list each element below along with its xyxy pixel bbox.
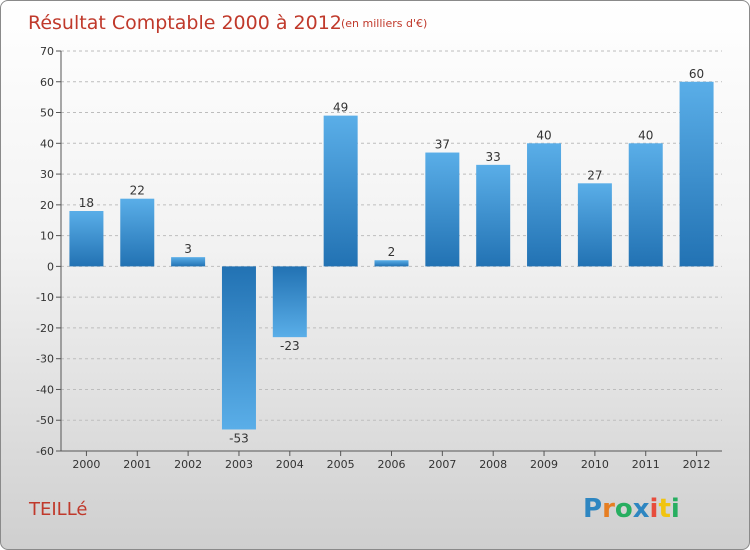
x-tick-label: 2001 bbox=[123, 458, 151, 471]
x-tick-label: 2009 bbox=[530, 458, 558, 471]
y-tick-label: 70 bbox=[40, 45, 54, 58]
data-label-2010: 27 bbox=[587, 168, 602, 182]
brand-letter: o bbox=[615, 494, 633, 524]
data-label-2007: 37 bbox=[435, 138, 450, 152]
bar-2010 bbox=[577, 183, 612, 267]
bar-2000 bbox=[69, 211, 104, 267]
data-label-2006: 2 bbox=[388, 245, 396, 259]
brand-letter: t bbox=[658, 494, 670, 524]
data-label-2001: 22 bbox=[130, 184, 145, 198]
data-label-2000: 18 bbox=[79, 196, 94, 210]
bar-2012 bbox=[679, 81, 714, 267]
data-label-2012: 60 bbox=[689, 67, 704, 81]
y-tick-label: 10 bbox=[40, 230, 54, 243]
bar-2007 bbox=[425, 152, 460, 267]
chart-title: Résultat Comptable 2000 à 2012 bbox=[28, 12, 342, 34]
x-tick-label: 2005 bbox=[327, 458, 355, 471]
x-tick-label: 2004 bbox=[276, 458, 304, 471]
brand-letter: P bbox=[583, 494, 602, 524]
data-label-2004: -23 bbox=[280, 339, 300, 353]
data-label-2005: 49 bbox=[333, 101, 348, 115]
y-tick-label: 0 bbox=[47, 260, 54, 273]
x-tick-label: 2008 bbox=[479, 458, 507, 471]
data-label-2008: 33 bbox=[486, 150, 501, 164]
bar-2006 bbox=[374, 260, 409, 267]
bar-2009 bbox=[527, 143, 562, 267]
place-name: TEILLé bbox=[28, 499, 88, 520]
bar-2001 bbox=[120, 198, 155, 267]
data-label-2002: 3 bbox=[184, 242, 192, 256]
y-tick-label: -30 bbox=[36, 353, 54, 366]
brand-letter: r bbox=[602, 494, 615, 524]
brand-letter: x bbox=[633, 494, 650, 524]
bar-2005 bbox=[323, 115, 358, 267]
y-tick-label: -40 bbox=[36, 383, 54, 396]
bar-2002 bbox=[171, 257, 206, 267]
y-tick-label: -10 bbox=[36, 291, 54, 304]
x-tick-label: 2002 bbox=[174, 458, 202, 471]
x-axis-ticks: 2000 2001 2002 2003 2004 2005 2006 2007 2008 2009… bbox=[72, 451, 711, 471]
x-tick-label: 2000 bbox=[72, 458, 100, 471]
data-label-2009: 40 bbox=[536, 128, 551, 142]
y-tick-label: 20 bbox=[40, 199, 54, 212]
bar-2004 bbox=[272, 266, 307, 338]
y-tick-label: 40 bbox=[40, 137, 54, 150]
bar-2008 bbox=[476, 164, 511, 267]
y-tick-label: 60 bbox=[40, 76, 54, 89]
y-tick-label: -50 bbox=[36, 414, 54, 427]
brand-letter: i bbox=[671, 494, 680, 524]
data-label-2003: -53 bbox=[229, 431, 249, 445]
x-tick-label: 2003 bbox=[225, 458, 253, 471]
x-tick-label: 2010 bbox=[581, 458, 609, 471]
bars bbox=[69, 81, 714, 430]
proxiti-logo: Proxiti bbox=[583, 494, 680, 524]
x-tick-label: 2011 bbox=[632, 458, 660, 471]
chart-subtitle: (en milliers d'€) bbox=[341, 17, 427, 30]
data-label-2011: 40 bbox=[638, 128, 653, 142]
y-tick-label: -60 bbox=[36, 445, 54, 458]
y-axis-ticks: 70 60 50 40 30 20 10 0 -10 -20 -30 -40 -50 -60 bbox=[36, 45, 61, 458]
y-tick-label: 50 bbox=[40, 107, 54, 120]
data-labels: 18 22 3 -53 -23 49 2 37 33 40 27 40 60 bbox=[79, 67, 704, 446]
bar-2011 bbox=[628, 143, 663, 267]
x-tick-label: 2012 bbox=[683, 458, 711, 471]
y-tick-label: 30 bbox=[40, 168, 54, 181]
brand-letter: i bbox=[650, 494, 659, 524]
x-tick-label: 2006 bbox=[378, 458, 406, 471]
y-tick-label: -20 bbox=[36, 322, 54, 335]
bar-2003 bbox=[221, 266, 256, 430]
x-tick-label: 2007 bbox=[428, 458, 456, 471]
